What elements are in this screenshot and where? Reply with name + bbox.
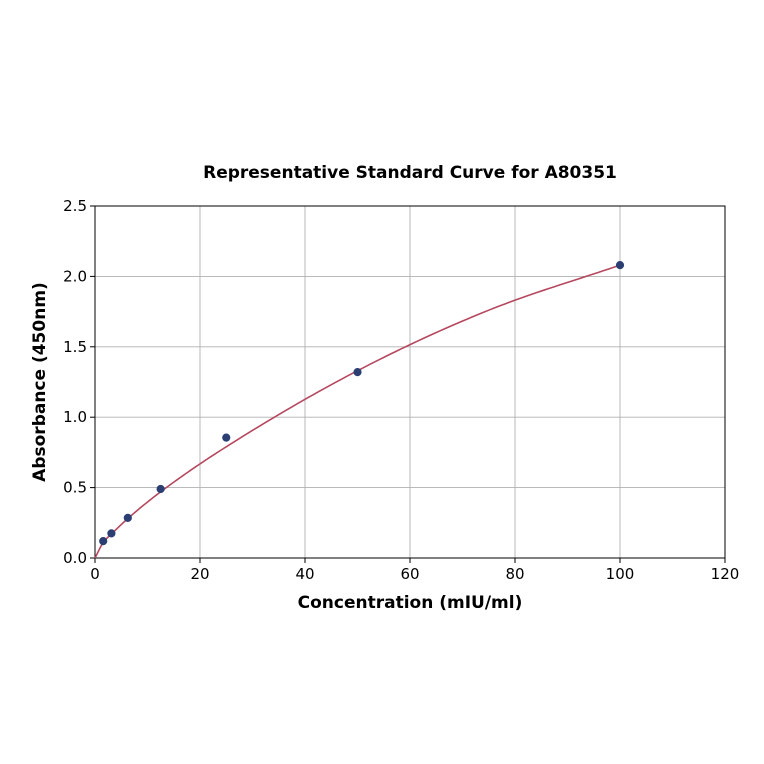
data-points [99,261,625,546]
x-tick-label: 100 [606,565,635,583]
y-axis-label: Absorbance (450nm) [30,282,50,482]
y-tick-label: 2.5 [63,197,87,215]
data-point [107,529,116,538]
x-tick-label: 60 [400,565,419,583]
grid-lines [94,205,726,559]
plot-frame [94,205,726,559]
y-tick-label: 1.5 [63,338,87,356]
y-tick-label: 0.0 [63,549,87,567]
chart-title: Representative Standard Curve for A80351 [203,163,617,183]
data-point [99,537,108,546]
fit-curve [94,264,621,559]
x-tick-label: 80 [505,565,524,583]
axis-ticks: 0 20 40 60 80 100 120 0.0 0.5 1.0 1.5 2.0 2.5 [63,197,739,583]
x-axis-label: Concentration (mIU/ml) [298,593,523,613]
data-point [123,513,132,522]
y-tick-label: 0.5 [63,479,87,497]
x-tick-label: 0 [90,565,100,583]
y-tick-label: 2.0 [63,267,87,285]
data-point [222,433,231,442]
x-tick-label: 40 [295,565,314,583]
x-tick-label: 120 [711,565,740,583]
x-tick-label: 20 [190,565,209,583]
data-point [156,484,165,494]
data-point [353,368,362,377]
y-tick-label: 1.0 [63,408,87,426]
data-point [615,261,625,270]
